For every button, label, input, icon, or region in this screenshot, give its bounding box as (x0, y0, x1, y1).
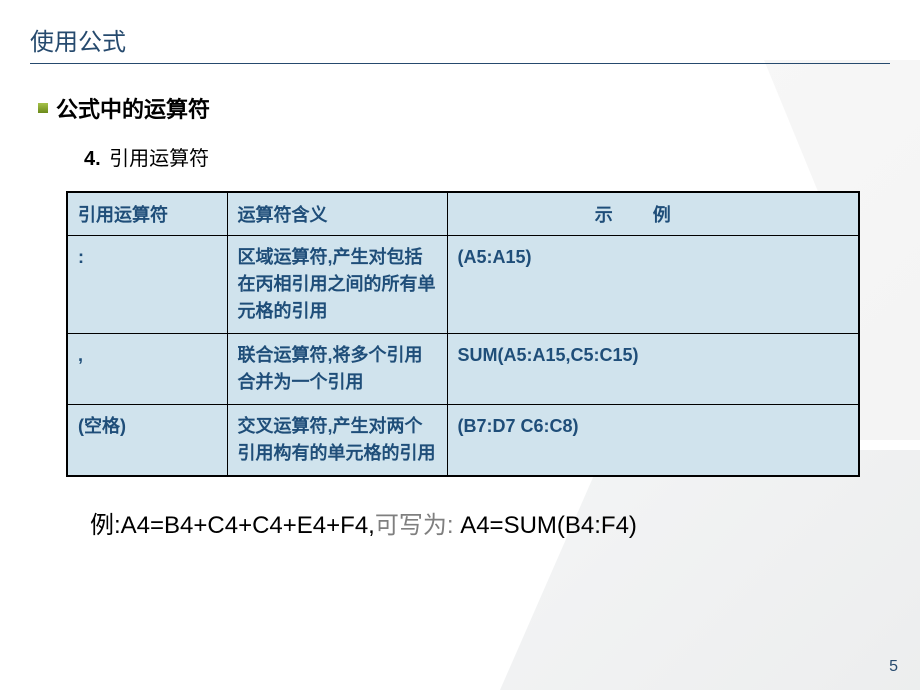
operators-table-wrap: 引用运算符 运算符含义 示例 : 区域运算符,产生对包括在丙相引用之间的所有单元… (66, 191, 860, 477)
cell-example: (B7:D7 C6:C8) (447, 405, 859, 477)
cell-operator: (空格) (67, 405, 227, 477)
slide-content: 使用公式 公式中的运算符 4. 引用运算符 引用运算符 运算符含义 示例 : 区… (0, 0, 920, 562)
item-text: 引用运算符 (109, 148, 209, 170)
cell-example: SUM(A5:A15,C5:C15) (447, 334, 859, 405)
example-prefix: 例:A4=B4+C4+C4+E4+F4, (90, 512, 375, 539)
cell-meaning: 区域运算符,产生对包括在丙相引用之间的所有单元格的引用 (227, 236, 447, 334)
numbered-item: 4. 引用运算符 (84, 142, 890, 171)
cell-meaning: 交叉运算符,产生对两个引用构有的单元格的引用 (227, 405, 447, 477)
example-gray: 可写为: (375, 512, 454, 539)
page-number: 5 (889, 658, 898, 676)
table-row: (空格) 交叉运算符,产生对两个引用构有的单元格的引用 (B7:D7 C6:C8… (67, 405, 859, 477)
table-row: , 联合运算符,将多个引用合并为一个引用 SUM(A5:A15,C5:C15) (67, 334, 859, 405)
page-title: 使用公式 (30, 22, 890, 57)
example-line: 例:A4=B4+C4+C4+E4+F4,可写为: A4=SUM(B4:F4) (90, 505, 890, 540)
table-header-operator: 引用运算符 (67, 192, 227, 236)
cell-example: (A5:A15) (447, 236, 859, 334)
table-header-example: 示例 (447, 192, 859, 236)
table-row: : 区域运算符,产生对包括在丙相引用之间的所有单元格的引用 (A5:A15) (67, 236, 859, 334)
bullet-square-icon (38, 103, 48, 113)
cell-operator: : (67, 236, 227, 334)
cell-operator: , (67, 334, 227, 405)
item-number: 4. (84, 148, 101, 170)
example-suffix: A4=SUM(B4:F4) (454, 512, 637, 539)
cell-meaning: 联合运算符,将多个引用合并为一个引用 (227, 334, 447, 405)
operators-table: 引用运算符 运算符含义 示例 : 区域运算符,产生对包括在丙相引用之间的所有单元… (66, 191, 860, 477)
table-header-meaning: 运算符含义 (227, 192, 447, 236)
title-block: 使用公式 (30, 22, 890, 64)
subtitle-row: 公式中的运算符 (38, 92, 890, 124)
table-header-row: 引用运算符 运算符含义 示例 (67, 192, 859, 236)
subtitle-text: 公式中的运算符 (56, 92, 210, 124)
